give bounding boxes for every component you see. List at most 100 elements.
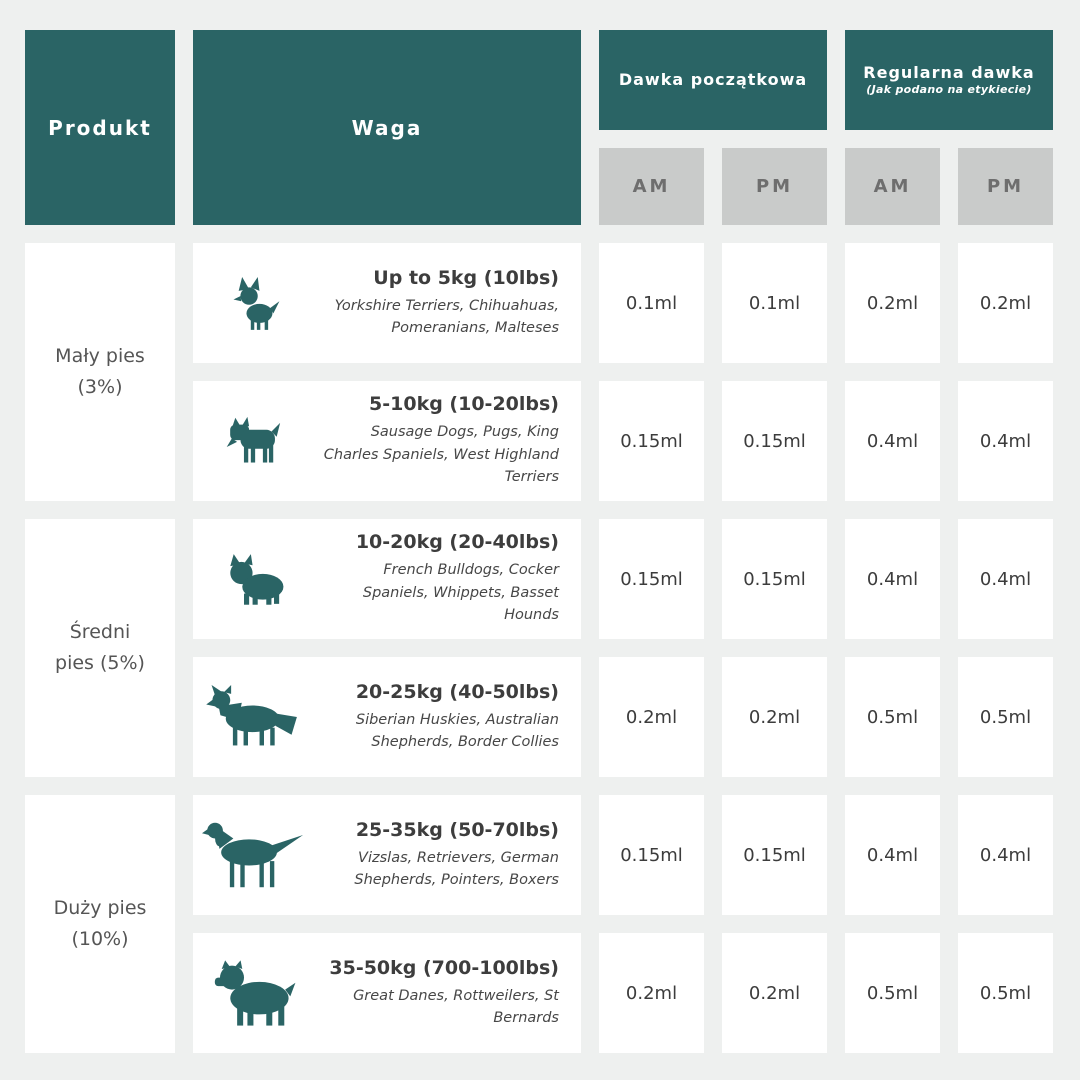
table-row-weight: 20-25kg (40-50lbs) Siberian Huskies, Aus… (193, 657, 581, 777)
dose-cell: 0.2ml (722, 657, 827, 777)
breed-list: Siberian Huskies, Australian Shepherds, … (355, 711, 559, 750)
mastiff-icon (193, 958, 318, 1028)
dose-value: 0.4ml (866, 568, 919, 590)
weight-text: 5-10kg (10-20lbs) Sausage Dogs, Pugs, Ki… (318, 393, 581, 488)
group-label-line: (10%) (71, 928, 129, 950)
pointer-icon (193, 819, 318, 891)
group-label-line: Średni (69, 620, 131, 643)
weight-text: 20-25kg (40-50lbs) Siberian Huskies, Aus… (318, 681, 581, 754)
group-label-maly-pies: Mały pies (3%) (25, 243, 175, 501)
dose-value: 0.4ml (979, 568, 1032, 590)
pm-label: PM (986, 176, 1025, 197)
dose-value: 0.2ml (748, 706, 801, 728)
weight-range: 35-50kg (700-100lbs) (329, 956, 559, 979)
dose-value: 0.15ml (743, 844, 806, 866)
dose-value: 0.5ml (979, 706, 1032, 728)
dosage-table: Produkt Waga Dawka początkowa Regularna … (25, 30, 1053, 1053)
weight-text: 10-20kg (20-40lbs) French Bulldogs, Cock… (318, 531, 581, 626)
dose-cell: 0.15ml (599, 381, 704, 501)
dose-cell: 0.15ml (722, 381, 827, 501)
weight-range: Up to 5kg (10lbs) (373, 266, 559, 289)
dose-cell: 0.4ml (958, 381, 1053, 501)
dose-cell: 0.2ml (599, 657, 704, 777)
am-label: AM (632, 176, 671, 197)
weight-range: 10-20kg (20-40lbs) (355, 531, 559, 554)
table-row-weight: 35-50kg (700-100lbs) Great Danes, Rottwe… (193, 933, 581, 1053)
french-bulldog-icon (193, 552, 318, 606)
dose-value: 0.5ml (866, 706, 919, 728)
breed-list: French Bulldogs, Cocker Spaniels, Whippe… (362, 562, 559, 624)
dose-value: 0.2ml (748, 982, 801, 1004)
dose-cell: 0.2ml (722, 933, 827, 1053)
dose-cell: 0.15ml (722, 795, 827, 915)
table-row-weight: 10-20kg (20-40lbs) French Bulldogs, Cock… (193, 519, 581, 639)
breed-list: Great Danes, Rottweilers, St Bernards (353, 987, 559, 1026)
dose-value: 0.4ml (866, 430, 919, 452)
dose-cell: 0.4ml (958, 519, 1053, 639)
dose-cell: 0.2ml (599, 933, 704, 1053)
terrier-icon (193, 416, 318, 466)
breed-list: Vizslas, Retrievers, German Shepherds, P… (354, 849, 559, 888)
header-regularna-dawka: Regularna dawka (Jak podano na etykiecie… (845, 30, 1053, 130)
dose-cell: 0.4ml (958, 795, 1053, 915)
table-row-weight: 25-35kg (50-70lbs) Vizslas, Retrievers, … (193, 795, 581, 915)
dose-value: 0.15ml (620, 844, 683, 866)
chihuahua-icon (193, 275, 318, 331)
dose-cell: 0.4ml (845, 381, 940, 501)
dose-cell: 0.1ml (599, 243, 704, 363)
border-collie-icon (193, 685, 318, 749)
dose-cell: 0.5ml (845, 657, 940, 777)
dose-value: 0.2ml (625, 982, 678, 1004)
am-label: AM (873, 176, 912, 197)
col-header-am-2: AM (845, 148, 940, 225)
header-produkt: Produkt (25, 30, 175, 225)
dose-cell: 0.15ml (722, 519, 827, 639)
dose-value: 0.15ml (620, 430, 683, 452)
dose-value: 0.2ml (866, 292, 919, 314)
weight-range: 5-10kg (10-20lbs) (369, 393, 559, 416)
weight-text: Up to 5kg (10lbs) Yorkshire Terriers, Ch… (318, 267, 581, 340)
header-waga-label: Waga (351, 115, 423, 140)
weight-text: 25-35kg (50-70lbs) Vizslas, Retrievers, … (318, 819, 581, 892)
col-header-pm-1: PM (722, 148, 827, 225)
header-produkt-label: Produkt (48, 115, 152, 140)
pm-label: PM (755, 176, 794, 197)
dose-value: 0.4ml (866, 844, 919, 866)
dose-cell: 0.5ml (958, 933, 1053, 1053)
col-header-am-1: AM (599, 148, 704, 225)
weight-range: 25-35kg (50-70lbs) (355, 818, 559, 841)
dose-cell: 0.15ml (599, 519, 704, 639)
table-row-weight: 5-10kg (10-20lbs) Sausage Dogs, Pugs, Ki… (193, 381, 581, 501)
breed-list: Yorkshire Terriers, Chihuahuas, Pomerani… (334, 297, 559, 336)
dose-value: 0.15ml (743, 568, 806, 590)
group-label-line: (3%) (77, 376, 123, 398)
group-label-duzy-pies: Duży pies (10%) (25, 795, 175, 1053)
dose-cell: 0.2ml (845, 243, 940, 363)
dose-value: 0.4ml (979, 844, 1032, 866)
group-label-line: Mały pies (55, 344, 145, 367)
table-row-weight: Up to 5kg (10lbs) Yorkshire Terriers, Ch… (193, 243, 581, 363)
header-regularna-sublabel: (Jak podano na etykiecie) (866, 83, 1032, 97)
group-label-line: Duży pies (53, 896, 147, 919)
dose-value: 0.4ml (979, 430, 1032, 452)
dose-cell: 0.5ml (845, 933, 940, 1053)
dose-value: 0.15ml (620, 568, 683, 590)
dose-value: 0.5ml (979, 982, 1032, 1004)
weight-text: 35-50kg (700-100lbs) Great Danes, Rottwe… (318, 957, 581, 1030)
group-label-sredni-pies: Średni pies (5%) (25, 519, 175, 777)
dose-value: 0.5ml (866, 982, 919, 1004)
dose-cell: 0.1ml (722, 243, 827, 363)
header-waga: Waga (193, 30, 581, 225)
header-regularna-label: Regularna dawka (863, 62, 1035, 82)
dose-cell: 0.4ml (845, 795, 940, 915)
dose-cell: 0.15ml (599, 795, 704, 915)
dose-value: 0.2ml (625, 706, 678, 728)
header-dawka-poczatkowa: Dawka początkowa (599, 30, 827, 130)
weight-range: 20-25kg (40-50lbs) (355, 680, 559, 703)
dose-cell: 0.2ml (958, 243, 1053, 363)
dose-value: 0.15ml (743, 430, 806, 452)
dose-cell: 0.4ml (845, 519, 940, 639)
dose-cell: 0.5ml (958, 657, 1053, 777)
header-dawka-label: Dawka początkowa (618, 70, 808, 90)
group-label-line: pies (5%) (55, 652, 145, 674)
